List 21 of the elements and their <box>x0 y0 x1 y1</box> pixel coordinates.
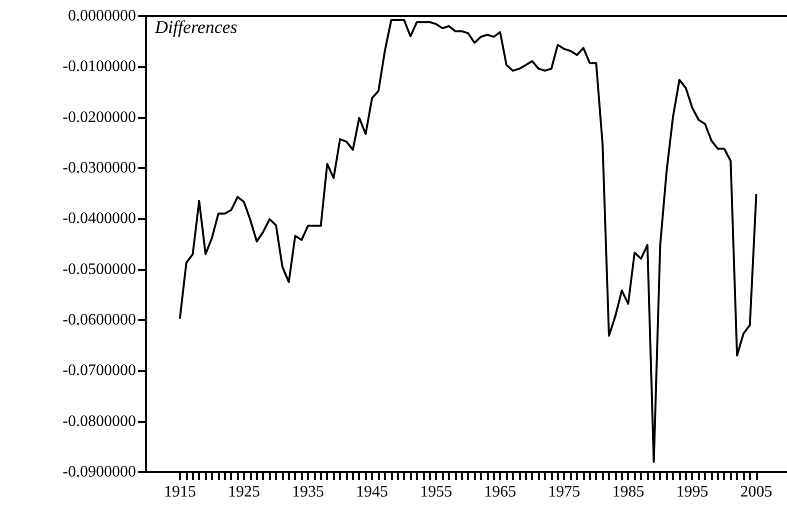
x-tick-label: 2005 <box>740 484 772 500</box>
x-tick-label: 1985 <box>612 484 644 500</box>
x-tick-label: 1975 <box>548 484 580 500</box>
y-tick-label: -0.0600000 <box>62 312 136 328</box>
y-tick-label: -0.0300000 <box>62 160 136 176</box>
x-tick-label: 1945 <box>356 484 388 500</box>
x-tick-label: 1925 <box>228 484 260 500</box>
x-tick-label: 1995 <box>676 484 708 500</box>
x-tick-label: 1955 <box>420 484 452 500</box>
y-tick-label: -0.0100000 <box>62 58 136 76</box>
y-tick-label: -0.0900000 <box>62 464 136 480</box>
y-tick-label: -0.0500000 <box>62 260 136 278</box>
y-tick-label: -0.0400000 <box>62 210 136 228</box>
text: Differences <box>154 17 238 37</box>
x-tick-label: 1965 <box>484 484 516 500</box>
y-tick-label: 0.0000000 <box>68 8 136 24</box>
x-tick-label: 1915 <box>164 484 196 500</box>
x-tick-label: 1935 <box>292 484 324 500</box>
y-tick-label: -0.0700000 <box>62 362 136 380</box>
y-tick-label: -0.0800000 <box>62 412 136 430</box>
y-tick-label: -0.0200000 <box>62 108 136 126</box>
